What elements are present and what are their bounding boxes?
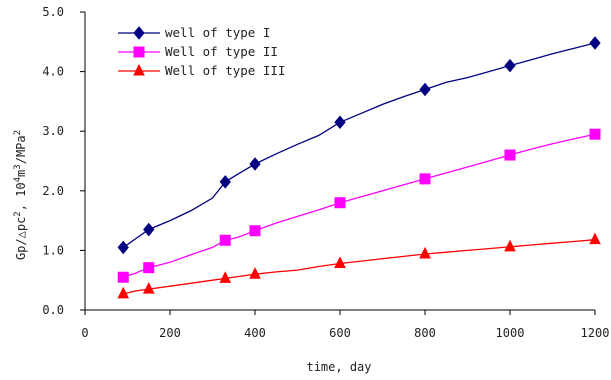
data-point xyxy=(143,222,155,237)
x-tick-label: 800 xyxy=(414,326,436,340)
data-point xyxy=(504,149,516,161)
legend-marker xyxy=(133,63,145,76)
y-axis-title-tail: /MPa xyxy=(14,135,28,164)
legend-label: Well of type II xyxy=(165,44,278,59)
data-point xyxy=(589,36,601,50)
y-tick-label: 3.0 xyxy=(42,124,64,138)
series-line xyxy=(123,133,596,278)
data-point xyxy=(419,246,431,259)
data-point xyxy=(117,286,130,299)
series-line xyxy=(123,239,596,295)
y-tick-label: 4.0 xyxy=(42,65,64,79)
data-point xyxy=(143,262,155,274)
y-axis-title-base: Gp/△pc xyxy=(14,217,28,260)
x-tick-label: 600 xyxy=(329,326,351,340)
data-point xyxy=(219,271,232,283)
legend-marker xyxy=(133,46,145,58)
y-axis-title: Gp/△pc2, 104m3/MPa2 xyxy=(13,130,28,260)
x-tick-label: 400 xyxy=(244,326,266,340)
data-point xyxy=(589,128,601,140)
series-group xyxy=(117,232,601,299)
x-tick-label: 1000 xyxy=(496,326,525,340)
y-tick-label: 1.0 xyxy=(42,243,64,257)
chart-legend: well of type I Well of type II Well of typ… xyxy=(118,25,285,78)
series-group xyxy=(117,128,601,283)
data-point xyxy=(219,234,231,246)
data-point xyxy=(504,58,516,73)
data-point xyxy=(117,271,129,283)
y-axis-title-mid: , 10 xyxy=(14,182,28,211)
y-axis-title-unit: m xyxy=(14,170,28,177)
data-point xyxy=(334,256,346,269)
data-point xyxy=(334,115,346,130)
data-point xyxy=(117,240,129,255)
y-tick-label: 5.0 xyxy=(42,5,64,19)
x-axis-title: time, day xyxy=(306,360,371,374)
chart-series xyxy=(117,36,601,299)
data-point xyxy=(419,82,431,97)
x-tick-label: 0 xyxy=(81,326,88,340)
data-point xyxy=(504,239,516,252)
chart-ticks: 0.0 1.0 2.0 3.0 4.0 5.0 0 200 400 600 800 1000 1200 xyxy=(42,5,609,340)
series-group xyxy=(117,36,601,255)
data-point xyxy=(249,225,261,237)
y-tick-label: 2.0 xyxy=(42,184,64,198)
legend-label: Well of type III xyxy=(165,63,285,78)
legend-marker xyxy=(133,26,145,40)
data-point xyxy=(334,197,346,209)
x-tick-label: 1200 xyxy=(581,326,610,340)
x-tick-label: 200 xyxy=(159,326,181,340)
y-tick-label: 0.0 xyxy=(42,303,64,317)
legend-label: well of type I xyxy=(165,25,270,40)
y-axis-title-exp1: 2 xyxy=(13,211,23,216)
y-axis-title-exp4: 2 xyxy=(13,130,23,135)
data-point xyxy=(589,232,601,245)
data-point xyxy=(249,267,261,279)
data-point xyxy=(419,173,431,185)
data-point xyxy=(142,282,155,294)
y-axis-title-exp3: 3 xyxy=(13,164,23,169)
y-axis-title-exp2: 4 xyxy=(13,177,23,182)
data-point xyxy=(219,175,231,189)
data-point xyxy=(249,157,261,171)
